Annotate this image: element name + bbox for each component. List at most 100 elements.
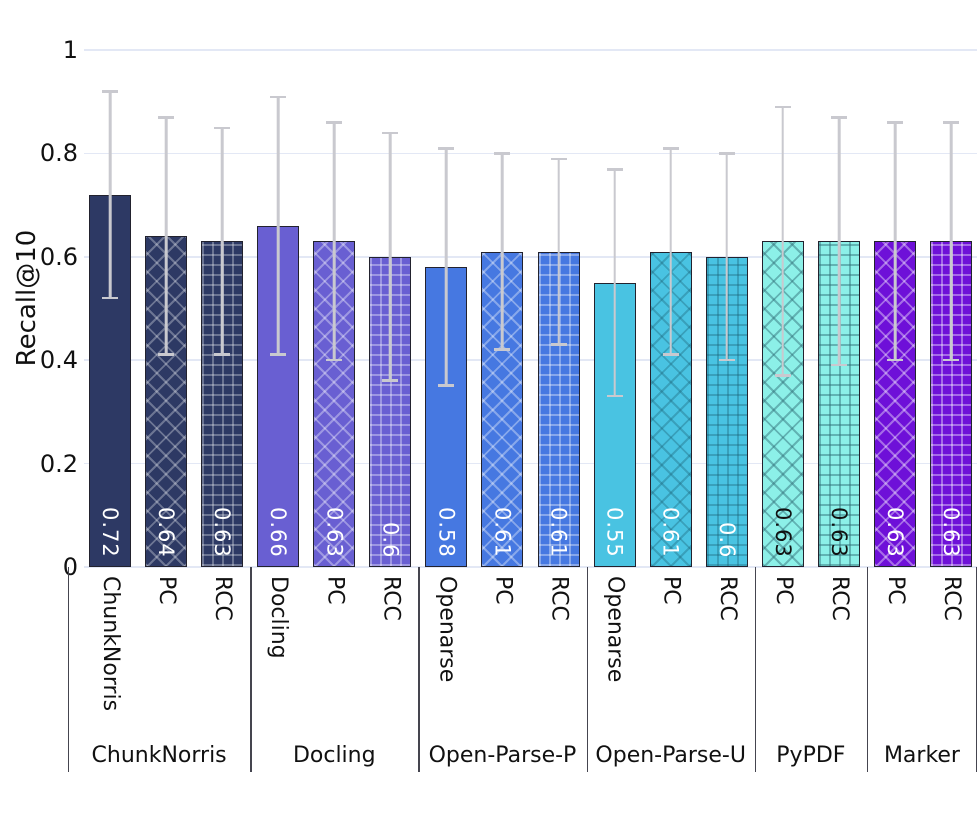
error-bar-line	[669, 148, 672, 356]
error-bar-cap	[886, 121, 903, 124]
group-divider	[866, 567, 869, 772]
x-tick-label: RCC	[546, 576, 572, 621]
bar-value-label: 0.72	[98, 507, 122, 558]
bar-value-label: 0.63	[322, 507, 347, 558]
error-bar-line	[501, 153, 504, 350]
error-bar-line	[332, 122, 336, 361]
group-label: Open-Parse-P	[428, 743, 577, 768]
x-tick-label: ChunkNorris	[98, 576, 123, 712]
x-tick-label: RCC	[378, 576, 404, 621]
gridline	[84, 566, 977, 568]
error-bar-line	[557, 158, 560, 345]
error-bar-line	[389, 132, 392, 381]
group-divider	[754, 567, 757, 772]
error-bar-cap	[830, 116, 847, 119]
x-tick-label: PC	[770, 576, 796, 605]
group-label: PyPDF	[776, 743, 846, 768]
bar-value-label: 0.6	[714, 521, 739, 558]
error-bar	[886, 121, 903, 362]
bar-value-label: 0.63	[939, 507, 964, 558]
error-bar-cap	[382, 131, 399, 135]
error-bar-line	[893, 122, 897, 361]
group-label: ChunkNorris	[91, 743, 227, 768]
bar-value-label: 0.63	[826, 507, 851, 558]
group-label: Marker	[883, 743, 960, 768]
bar-value-label: 0.63	[210, 507, 235, 558]
bar-value-label: 0.61	[546, 507, 571, 558]
x-tick-label: RCC	[714, 576, 740, 621]
x-tick-label: PC	[490, 576, 516, 605]
error-bar-cap	[270, 353, 287, 357]
bar-value-label: 0.61	[658, 507, 683, 558]
bar	[930, 241, 973, 567]
error-bar-cap	[214, 353, 231, 357]
error-bar-line	[949, 122, 953, 361]
error-bar-cap	[270, 95, 287, 99]
bar-value-label: 0.6	[378, 521, 403, 558]
y-tick-label: 0	[62, 553, 78, 581]
error-bar-cap	[158, 353, 175, 357]
bar-value-label: 0.58	[434, 507, 459, 558]
y-tick-label: 0.8	[39, 139, 78, 168]
error-bar-cap	[662, 147, 679, 150]
error-bar-cap	[774, 105, 791, 109]
bar-value-label: 0.63	[882, 507, 907, 558]
error-bar	[550, 157, 567, 346]
bar-value-label: 0.61	[490, 507, 515, 558]
x-tick-label: Openarse	[602, 576, 628, 683]
error-bar-cap	[102, 296, 118, 300]
group-divider	[250, 567, 252, 772]
error-bar-line	[781, 106, 785, 376]
error-bar-cap	[102, 90, 118, 93]
error-bar-cap	[326, 358, 343, 362]
error-bar	[438, 147, 455, 388]
x-tick-label: PC	[154, 576, 180, 605]
error-bar	[830, 116, 847, 367]
group-label: Docling	[292, 743, 376, 768]
error-bar-cap	[662, 353, 679, 357]
error-bar-line	[164, 117, 168, 356]
error-bar	[158, 116, 175, 357]
x-tick-label: PC	[658, 576, 684, 605]
error-bar-line	[445, 148, 448, 387]
error-bar-cap	[606, 394, 623, 398]
error-bar-cap	[830, 363, 847, 367]
group-label: Open-Parse-U	[595, 743, 746, 768]
error-bar-cap	[774, 374, 791, 377]
error-bar-cap	[494, 348, 511, 351]
error-bar-cap	[550, 343, 567, 346]
error-bar-cap	[943, 358, 960, 362]
error-bar-cap	[438, 147, 455, 150]
gridline	[84, 462, 977, 465]
bar-value-label: 0.66	[266, 507, 291, 558]
x-tick-label: Openarse	[434, 576, 460, 683]
error-bar-cap	[158, 116, 175, 119]
y-tick-label: 1	[62, 36, 78, 64]
error-bar-cap	[943, 121, 960, 124]
error-bar	[382, 131, 399, 382]
bar-value-label: 0.63	[770, 507, 795, 558]
error-bar	[102, 90, 118, 300]
gridline	[84, 256, 977, 258]
error-bar-cap	[214, 126, 231, 130]
group-divider	[586, 567, 588, 772]
bar-value-label: 0.55	[602, 507, 627, 558]
bar-value-label: 0.64	[154, 507, 179, 558]
x-tick-label: PC	[882, 576, 908, 605]
group-divider	[975, 567, 977, 772]
x-tick-label: RCC	[826, 576, 852, 621]
gridline	[84, 359, 977, 361]
error-bar-line	[276, 96, 280, 356]
x-tick-label: Docling	[266, 576, 292, 659]
bar	[89, 194, 131, 567]
error-bar	[718, 152, 735, 362]
error-bar	[606, 167, 623, 398]
y-tick-label: 0.4	[39, 346, 78, 375]
error-bar-cap	[550, 157, 567, 161]
error-bar	[494, 152, 511, 351]
error-bar-cap	[438, 384, 455, 388]
error-bar	[326, 121, 343, 362]
error-bar	[270, 95, 287, 357]
y-tick-label: 0.6	[39, 242, 78, 271]
